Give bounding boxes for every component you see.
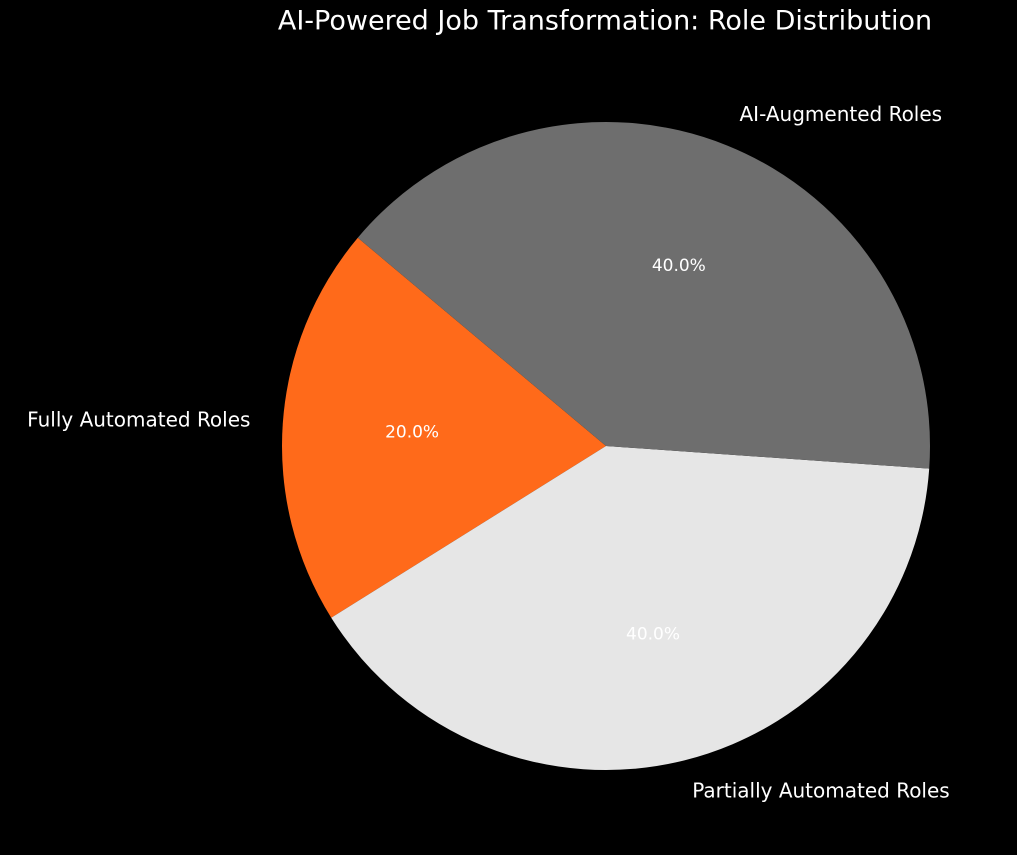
value-label: 40.0% — [626, 625, 680, 645]
slice-label: Fully Automated Roles — [27, 408, 250, 432]
pie-slice — [331, 446, 930, 770]
slice-label: AI-Augmented Roles — [740, 102, 943, 126]
chart-title: AI-Powered Job Transformation: Role Dist… — [278, 6, 932, 37]
slice-label: Partially Automated Roles — [692, 778, 950, 802]
pie-slice — [357, 121, 930, 469]
value-label: 20.0% — [385, 422, 439, 442]
pie-slice — [282, 237, 606, 618]
value-label: 40.0% — [652, 256, 706, 276]
